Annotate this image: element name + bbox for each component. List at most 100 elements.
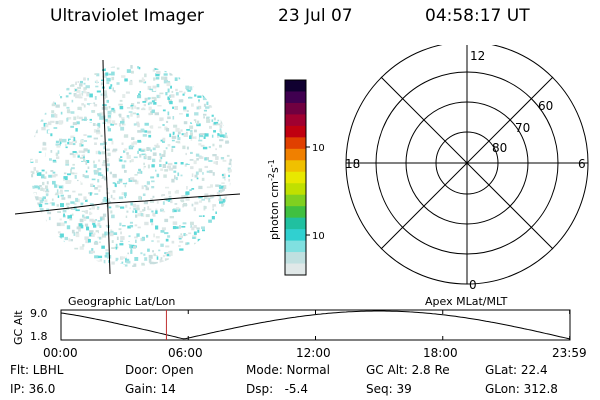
speckle: [234, 105, 236, 108]
speckle: [125, 258, 130, 263]
speckle: [47, 130, 51, 134]
colorbar-band: [285, 114, 306, 127]
speckle: [41, 245, 46, 249]
speckle: [156, 94, 161, 99]
info-flt: Flt: LBHL: [10, 363, 64, 377]
speckle: [95, 150, 98, 155]
speckle: [229, 121, 232, 125]
speckle: [105, 249, 109, 252]
speckle: [128, 111, 133, 113]
speckle: [53, 243, 56, 246]
speckle: [142, 209, 145, 212]
speckle: [178, 134, 181, 136]
speckle: [83, 158, 85, 162]
speckle: [136, 204, 140, 209]
speckle: [45, 120, 49, 122]
speckle: [167, 248, 170, 251]
speckle: [177, 208, 181, 212]
speckle: [40, 240, 45, 243]
speckle: [194, 129, 197, 133]
speckle: [190, 225, 193, 228]
speckle: [230, 172, 232, 175]
speckle: [118, 178, 123, 182]
speckle: [52, 101, 55, 105]
speckle: [221, 182, 225, 184]
speckle: [145, 185, 148, 188]
speckle: [130, 202, 133, 206]
speckle: [39, 208, 44, 212]
speckle: [161, 224, 165, 228]
speckle: [233, 266, 236, 268]
speckle: [198, 139, 203, 142]
altitude-curve: [60, 310, 571, 340]
speckle: [174, 106, 178, 110]
speckle: [199, 265, 203, 267]
speckle: [118, 228, 122, 231]
speckle: [52, 160, 57, 163]
geographic-label: Geographic Lat/Lon: [68, 295, 176, 308]
speckle: [195, 204, 198, 208]
speckle: [115, 246, 118, 250]
speckle: [213, 121, 219, 125]
speckle: [138, 117, 142, 120]
colorbar-band: [285, 217, 306, 230]
speckle: [170, 200, 173, 204]
speckle: [77, 81, 80, 83]
speckle: [191, 203, 194, 207]
speckle: [210, 130, 212, 132]
speckle: [215, 161, 218, 165]
speckle: [193, 225, 197, 229]
speckle: [169, 72, 173, 76]
speckle: [137, 101, 140, 104]
speckle: [86, 260, 89, 264]
speckle: [118, 232, 122, 237]
speckle: [134, 125, 138, 128]
speckle: [202, 146, 208, 150]
speckle: [68, 238, 71, 242]
speckle: [187, 69, 191, 73]
speckle: [119, 85, 122, 88]
speckle: [180, 65, 184, 68]
speckle: [178, 245, 181, 247]
speckle: [153, 253, 158, 257]
speckle: [67, 141, 70, 145]
speckle: [213, 161, 216, 164]
speckle: [147, 102, 150, 106]
speckle: [199, 199, 202, 203]
speckle: [56, 222, 61, 227]
speckle: [233, 83, 235, 87]
speckle: [67, 173, 71, 176]
speckle: [137, 110, 141, 113]
speckle: [227, 93, 231, 96]
speckle: [185, 163, 190, 165]
speckle: [123, 218, 128, 222]
speckle: [38, 211, 43, 215]
speckle: [229, 158, 232, 162]
speckle: [73, 259, 78, 261]
speckle: [89, 211, 92, 216]
speckle: [86, 132, 91, 135]
speckle: [65, 248, 68, 252]
info-ip: IP: 36.0: [10, 382, 56, 396]
speckle: [213, 248, 217, 251]
speckle: [30, 197, 33, 200]
speckle: [72, 151, 77, 153]
speckle: [93, 137, 98, 140]
speckle: [114, 183, 117, 187]
speckle: [67, 180, 72, 183]
speckle: [227, 89, 231, 93]
speckle: [66, 117, 69, 122]
speckle: [212, 204, 217, 208]
speckle: [38, 256, 41, 259]
speckle: [57, 150, 60, 154]
speckle: [206, 101, 209, 106]
speckle: [89, 232, 93, 237]
speckle: [217, 135, 219, 138]
speckle: [210, 184, 213, 188]
speckle: [38, 219, 40, 222]
speckle: [205, 79, 210, 83]
polar-mlt-label-6: 6: [578, 157, 586, 171]
speckle: [156, 83, 160, 88]
speckle: [129, 81, 133, 86]
speckle: [161, 227, 166, 231]
